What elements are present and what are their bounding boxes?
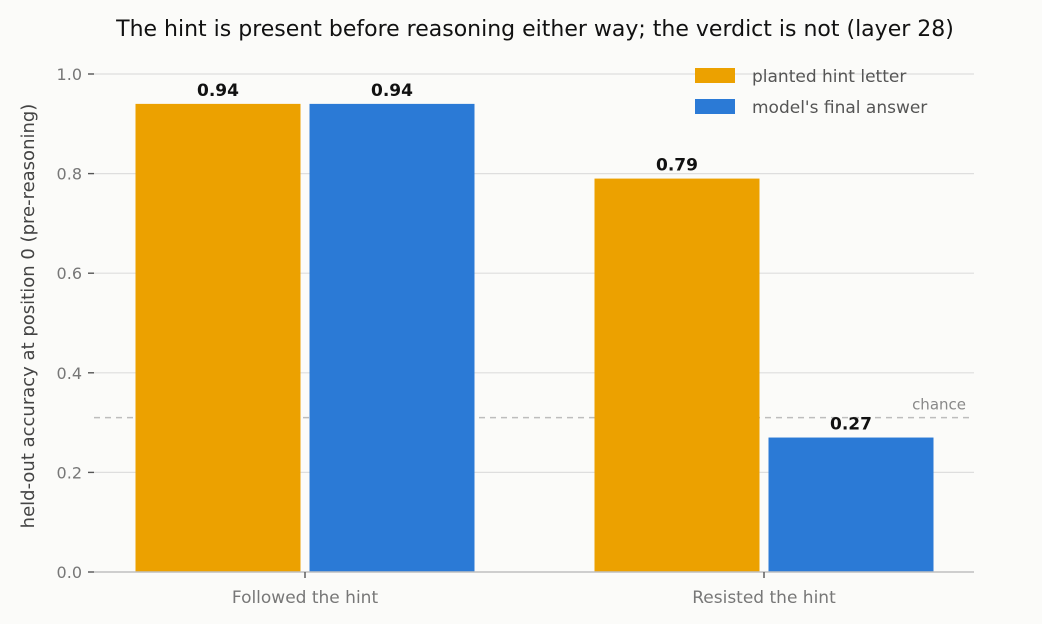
x-tick-label: Resisted the hint <box>692 588 836 608</box>
y-axis-label: held-out accuracy at position 0 (pre-rea… <box>18 104 39 529</box>
chance-label: chance <box>912 396 966 414</box>
bar <box>594 178 760 572</box>
bar <box>309 103 475 572</box>
y-tick-label: 1.0 <box>57 65 82 84</box>
legend-entry: model's final answer <box>752 98 927 118</box>
y-tick-label: 0.0 <box>57 563 82 582</box>
bars: 0.94 0.94 0.79 0.27 <box>135 81 934 572</box>
y-tick-label: 0.8 <box>57 165 82 184</box>
y-tick-label: 0.6 <box>57 264 82 283</box>
axes: 0.0 0.2 0.4 0.6 0.8 1.0 Followed the hint Resis… <box>57 65 974 608</box>
bar-value-label: 0.94 <box>371 81 413 101</box>
bar <box>768 437 934 572</box>
y-tick-label: 0.2 <box>57 463 82 482</box>
bar <box>135 103 301 572</box>
bar-value-label: 0.27 <box>830 415 872 435</box>
bar-value-label: 0.79 <box>656 156 698 176</box>
chart-title: The hint is present before reasoning eit… <box>115 17 954 42</box>
legend: planted hint letter model's final answer <box>695 67 927 118</box>
legend-swatch <box>695 99 735 114</box>
bar-value-label: 0.94 <box>197 81 239 101</box>
x-tick-label: Followed the hint <box>232 588 379 608</box>
y-tick-label: 0.4 <box>57 364 82 383</box>
legend-entry: planted hint letter <box>752 67 906 87</box>
legend-swatch <box>695 68 735 83</box>
